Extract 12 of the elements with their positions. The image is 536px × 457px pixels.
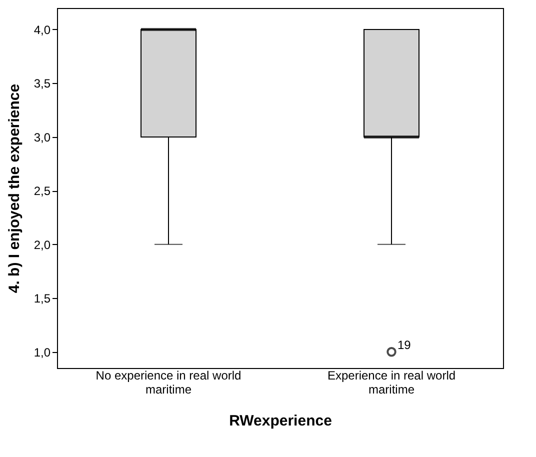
y-tick-label: 4,0 bbox=[34, 22, 51, 37]
y-tick-label: 3,0 bbox=[34, 130, 51, 144]
y-tick-label: 2,5 bbox=[34, 184, 51, 198]
x-tick-label: Experience in real world maritime bbox=[327, 368, 456, 396]
x-axis-title: RWexperience bbox=[229, 412, 332, 430]
annotation: 19 bbox=[398, 338, 412, 352]
y-tick-label: 3,5 bbox=[34, 76, 51, 91]
y-tick-label: 1,5 bbox=[34, 292, 51, 306]
y-tick-label: 1,0 bbox=[34, 345, 51, 360]
x-tick-label: No experience in real world maritime bbox=[96, 368, 242, 396]
y-axis-title: 4. b) I enjoyed the experience bbox=[6, 84, 23, 294]
y-tick-label: 2,0 bbox=[34, 238, 51, 252]
